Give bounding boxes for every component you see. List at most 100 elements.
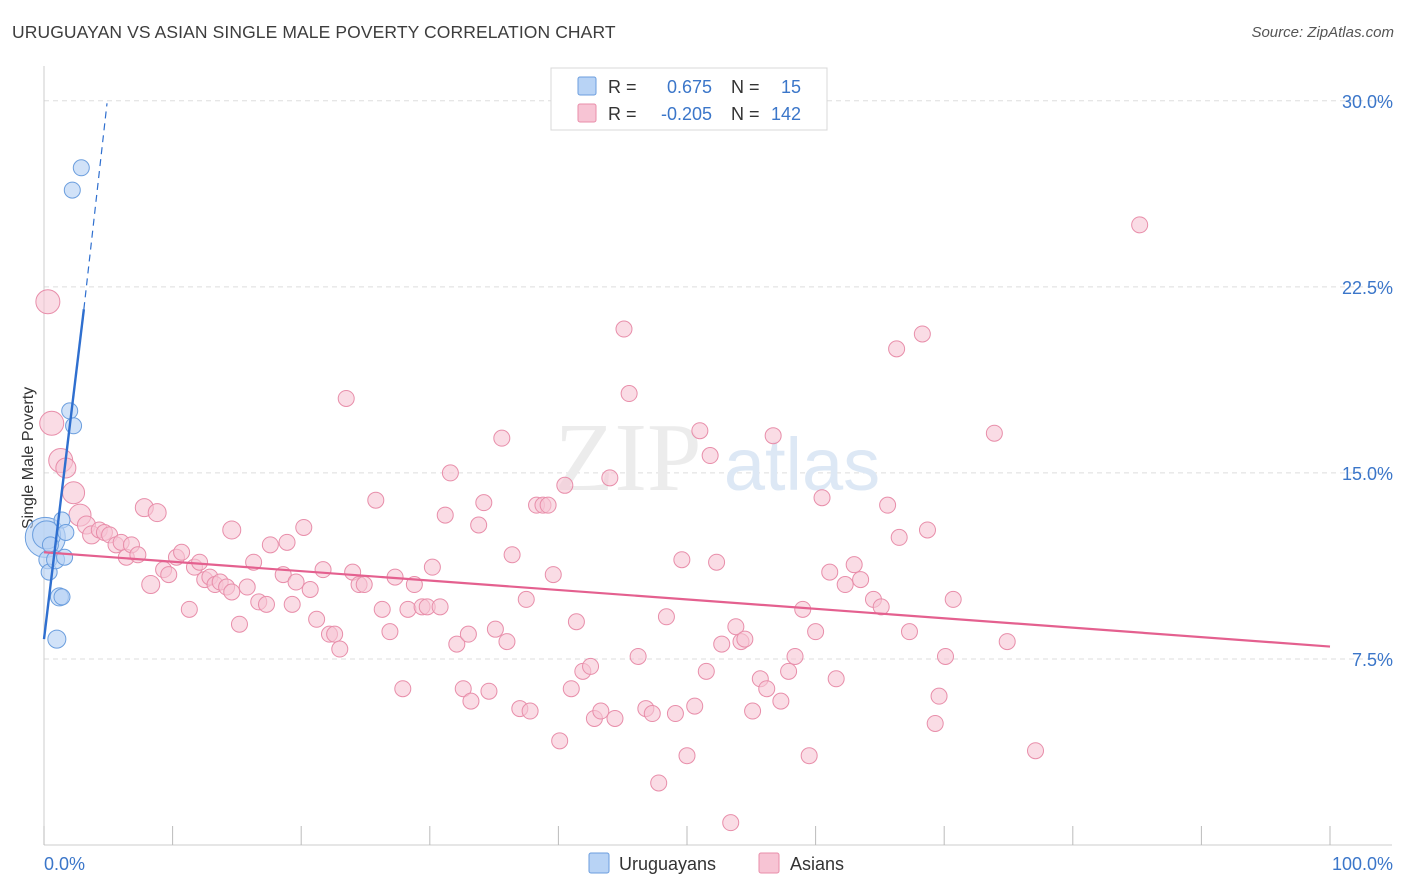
x-tick-label-min: 0.0% bbox=[44, 854, 85, 874]
asian-point bbox=[998, 633, 1016, 651]
asian-point bbox=[283, 595, 301, 613]
asian-point bbox=[160, 566, 178, 584]
legend-uruguayans-label: Uruguayans bbox=[619, 854, 716, 874]
asian-point bbox=[261, 536, 279, 554]
asian-point bbox=[287, 573, 305, 591]
y-tick-label: 30.0% bbox=[1342, 92, 1393, 112]
uruguayan-swatch bbox=[577, 76, 597, 96]
asian-point bbox=[772, 692, 790, 710]
asian-point bbox=[35, 289, 61, 315]
asian-point bbox=[539, 496, 557, 514]
asian-point bbox=[744, 702, 762, 720]
asian-point bbox=[1027, 742, 1045, 760]
asian-point bbox=[459, 625, 477, 643]
gridlines bbox=[44, 100, 1392, 660]
asian-point bbox=[462, 692, 480, 710]
uruguayan-point bbox=[72, 159, 90, 177]
asian-point bbox=[436, 506, 454, 524]
asian-point bbox=[620, 385, 638, 403]
legend-asians-label: Asians bbox=[790, 854, 844, 874]
asian-swatch bbox=[577, 103, 597, 123]
asian-point bbox=[601, 469, 619, 487]
asian-point bbox=[930, 687, 948, 705]
asian-point bbox=[673, 551, 691, 569]
watermark-zip: ZIP bbox=[555, 404, 702, 512]
asian-point bbox=[872, 598, 890, 616]
asian-point bbox=[727, 618, 745, 636]
asian-point bbox=[331, 640, 349, 658]
watermark-atlas: atlas bbox=[724, 423, 880, 506]
asian-n-value: 142 bbox=[771, 104, 801, 124]
uruguayan-point bbox=[53, 588, 71, 606]
y-tick-label: 22.5% bbox=[1342, 278, 1393, 298]
asian-point bbox=[355, 576, 373, 594]
asian-point bbox=[295, 518, 313, 536]
series-legend: Uruguayans Asians bbox=[588, 852, 844, 874]
asian-point bbox=[245, 553, 263, 571]
asian-point bbox=[890, 528, 908, 546]
uruguayan-r-label: R = bbox=[608, 77, 637, 97]
asian-point bbox=[807, 623, 825, 641]
asian-point bbox=[708, 553, 726, 571]
asian-point bbox=[498, 633, 516, 651]
uruguayan-r-value: 0.675 bbox=[667, 77, 712, 97]
asian-point bbox=[879, 496, 897, 514]
asian-point bbox=[936, 647, 954, 665]
asian-point bbox=[470, 516, 488, 534]
asian-point bbox=[431, 598, 449, 616]
asian-point bbox=[918, 521, 936, 539]
uruguayan-n-value: 15 bbox=[781, 77, 801, 97]
asian-point bbox=[713, 635, 731, 653]
asian-point bbox=[314, 561, 332, 579]
asian-point bbox=[736, 630, 754, 648]
asian-point bbox=[257, 595, 275, 613]
uruguayan-n-label: N = bbox=[731, 77, 760, 97]
asian-point bbox=[691, 422, 709, 440]
uruguayan-trend-line bbox=[42, 309, 86, 640]
trend-lines bbox=[42, 103, 1331, 648]
y-tick-label: 15.0% bbox=[1342, 464, 1393, 484]
asian-point bbox=[888, 340, 906, 358]
asian-n-label: N = bbox=[731, 104, 760, 124]
asian-point bbox=[606, 709, 624, 727]
asian-point bbox=[913, 325, 931, 343]
asian-point bbox=[722, 814, 740, 832]
asian-point bbox=[852, 571, 870, 589]
asian-point bbox=[567, 613, 585, 631]
asian-point bbox=[666, 705, 684, 723]
asian-point bbox=[985, 424, 1003, 442]
asian-point bbox=[582, 657, 600, 675]
stats-legend-box bbox=[550, 67, 828, 131]
asian-points bbox=[35, 216, 1149, 832]
asian-point bbox=[562, 680, 580, 698]
asian-point bbox=[900, 623, 918, 641]
uruguayan-point bbox=[63, 181, 81, 199]
asian-r-value: -0.205 bbox=[661, 104, 712, 124]
asian-point bbox=[544, 566, 562, 584]
asian-point bbox=[337, 389, 355, 407]
x-tick-label-max: 100.0% bbox=[1332, 854, 1393, 874]
uruguayan-point bbox=[57, 523, 75, 541]
asian-point bbox=[551, 732, 569, 750]
asian-point bbox=[800, 747, 818, 765]
asian-point bbox=[394, 680, 412, 698]
asian-point bbox=[592, 702, 610, 720]
asian-point bbox=[643, 705, 661, 723]
asian-point bbox=[926, 714, 944, 732]
asian-point bbox=[39, 410, 65, 436]
asian-point bbox=[278, 533, 296, 551]
asian-point bbox=[141, 575, 161, 595]
legend-uruguayans-swatch bbox=[588, 852, 610, 874]
asian-point bbox=[813, 489, 831, 507]
asian-point bbox=[486, 620, 504, 638]
asian-point bbox=[180, 600, 198, 618]
asian-point bbox=[821, 563, 839, 581]
stats-legend: R = 0.675 N = 15 R = -0.205 N = 142 bbox=[550, 67, 828, 131]
uruguayan-point bbox=[47, 629, 67, 649]
chart-title: URUGUAYAN VS ASIAN SINGLE MALE POVERTY C… bbox=[12, 22, 616, 42]
asian-point bbox=[147, 503, 167, 523]
asian-point bbox=[686, 697, 704, 715]
asian-point bbox=[786, 647, 804, 665]
asian-point bbox=[836, 576, 854, 594]
